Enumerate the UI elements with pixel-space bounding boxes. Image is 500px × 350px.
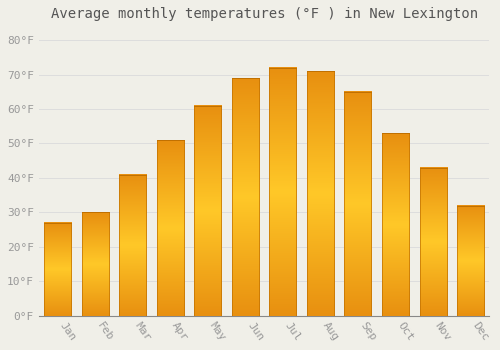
Title: Average monthly temperatures (°F ) in New Lexington: Average monthly temperatures (°F ) in Ne… bbox=[50, 7, 478, 21]
